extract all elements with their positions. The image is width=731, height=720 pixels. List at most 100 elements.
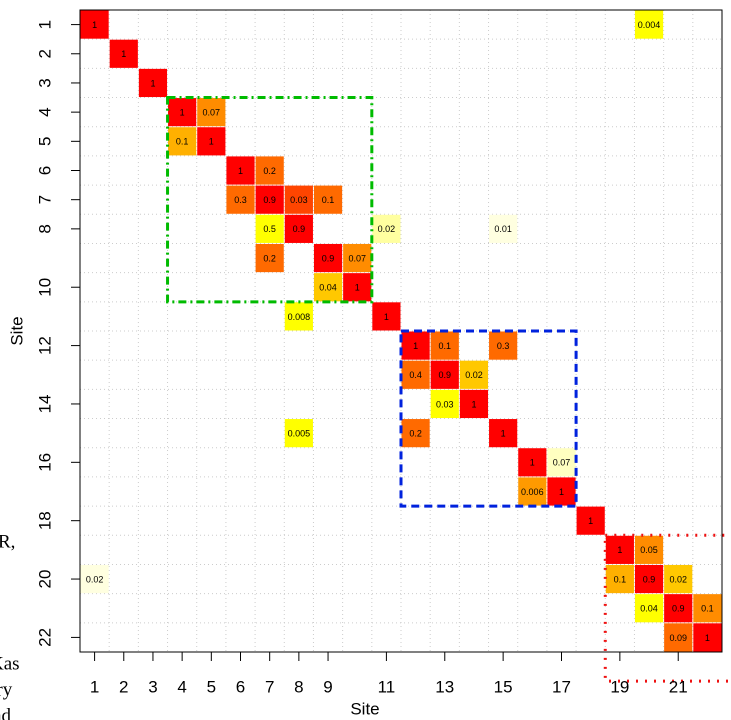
plot-border <box>79 9 723 653</box>
cell-label: 0.3 <box>234 195 247 205</box>
cell-label: 0.9 <box>672 604 685 614</box>
highlight-box <box>603 533 731 683</box>
cell <box>284 185 313 214</box>
cell <box>489 214 518 243</box>
y-tick-label: 1 <box>35 20 54 29</box>
cell <box>547 477 576 506</box>
y-tick-label: 14 <box>35 394 54 413</box>
background-text: nd <box>0 705 12 720</box>
cell <box>634 594 664 623</box>
cell-label: 0.02 <box>669 574 687 584</box>
cell <box>664 594 693 623</box>
cell <box>226 185 255 214</box>
y-tick-label: 12 <box>35 336 54 355</box>
cell-label: 0.9 <box>643 574 656 584</box>
cell <box>255 185 284 214</box>
cell-label: 1 <box>617 545 622 555</box>
cell <box>372 214 401 243</box>
cell-label: 1 <box>121 49 126 59</box>
y-tick-label: 10 <box>35 278 54 297</box>
cell <box>255 156 284 185</box>
cell-label: 0.03 <box>290 195 308 205</box>
cell-label: 1 <box>384 312 389 322</box>
x-tick-label: 15 <box>494 677 513 696</box>
y-tick-label: 7 <box>35 195 54 204</box>
x-tick-label: 19 <box>610 677 629 696</box>
cell-label: 0.07 <box>203 108 221 118</box>
cell-label: 0.03 <box>436 399 454 409</box>
y-tick-label: 22 <box>35 628 54 647</box>
cell-label: 0.2 <box>263 253 276 263</box>
cell-label: 1 <box>530 458 535 468</box>
cell <box>168 127 197 156</box>
x-axis-title: Site <box>350 699 379 718</box>
cell-label: 1 <box>471 399 476 409</box>
cell-label: 0.5 <box>263 224 276 234</box>
background-text: Kas <box>0 653 20 674</box>
y-tick-label: 6 <box>35 166 54 175</box>
cell <box>313 243 343 273</box>
cell-label: 0.02 <box>86 574 104 584</box>
cell <box>284 214 313 243</box>
cell <box>576 506 605 535</box>
cell <box>109 39 138 68</box>
cell <box>634 535 664 564</box>
cell-label: 0.09 <box>669 633 687 643</box>
cell-label: 0.04 <box>640 604 658 614</box>
cell-label: 0.05 <box>640 545 658 555</box>
cell <box>605 535 634 564</box>
cell-label: 0.07 <box>348 253 366 263</box>
cell <box>401 419 430 448</box>
cell-label: 0.1 <box>614 574 627 584</box>
cell-label: 0.9 <box>293 224 306 234</box>
cell-label: 1 <box>238 166 243 176</box>
cell-label: 0.4 <box>409 370 422 380</box>
cell-label: 1 <box>705 633 710 643</box>
cell-label: 0.1 <box>701 604 714 614</box>
cell <box>693 623 722 652</box>
cell-label: 0.02 <box>378 224 396 234</box>
cell-label: 0.01 <box>494 224 512 234</box>
cell <box>430 331 459 360</box>
cell-label: 1 <box>588 516 593 526</box>
x-tick-label: 9 <box>323 677 332 696</box>
cell-label: 0.005 <box>288 429 311 439</box>
y-tick-label: 3 <box>35 78 54 87</box>
cell-label: 1 <box>180 108 185 118</box>
cell-label: 0.9 <box>322 253 335 263</box>
cell-label: 0.2 <box>263 166 276 176</box>
cell <box>284 302 313 331</box>
cell <box>401 360 430 389</box>
cell-label: 0.004 <box>638 20 661 30</box>
x-tick-label: 1 <box>90 677 99 696</box>
y-tick-label: 20 <box>35 570 54 589</box>
background-text: ary <box>0 679 13 700</box>
cell <box>664 564 693 594</box>
cell <box>693 594 722 623</box>
cell-label: 0.1 <box>176 137 189 147</box>
cell <box>547 448 576 477</box>
y-axis-title: Site <box>7 316 26 345</box>
cell <box>518 477 547 506</box>
cell <box>197 127 226 156</box>
cell <box>664 623 693 652</box>
cell <box>343 243 372 273</box>
cell-label: 0.04 <box>319 283 337 293</box>
cell <box>605 564 634 594</box>
cell-label: 0.1 <box>322 195 335 205</box>
cell-label: 0.3 <box>497 341 510 351</box>
cell-label: 1 <box>559 487 564 497</box>
cell <box>518 448 547 477</box>
cell <box>313 273 343 302</box>
highlight-box <box>166 96 374 304</box>
cell <box>489 419 518 448</box>
cell <box>255 214 284 243</box>
x-tick-label: 17 <box>552 677 571 696</box>
cell <box>372 302 401 331</box>
cell <box>401 331 430 360</box>
x-tick-label: 11 <box>378 677 396 696</box>
cell <box>430 360 459 389</box>
cell <box>634 564 664 594</box>
cell <box>430 389 459 419</box>
